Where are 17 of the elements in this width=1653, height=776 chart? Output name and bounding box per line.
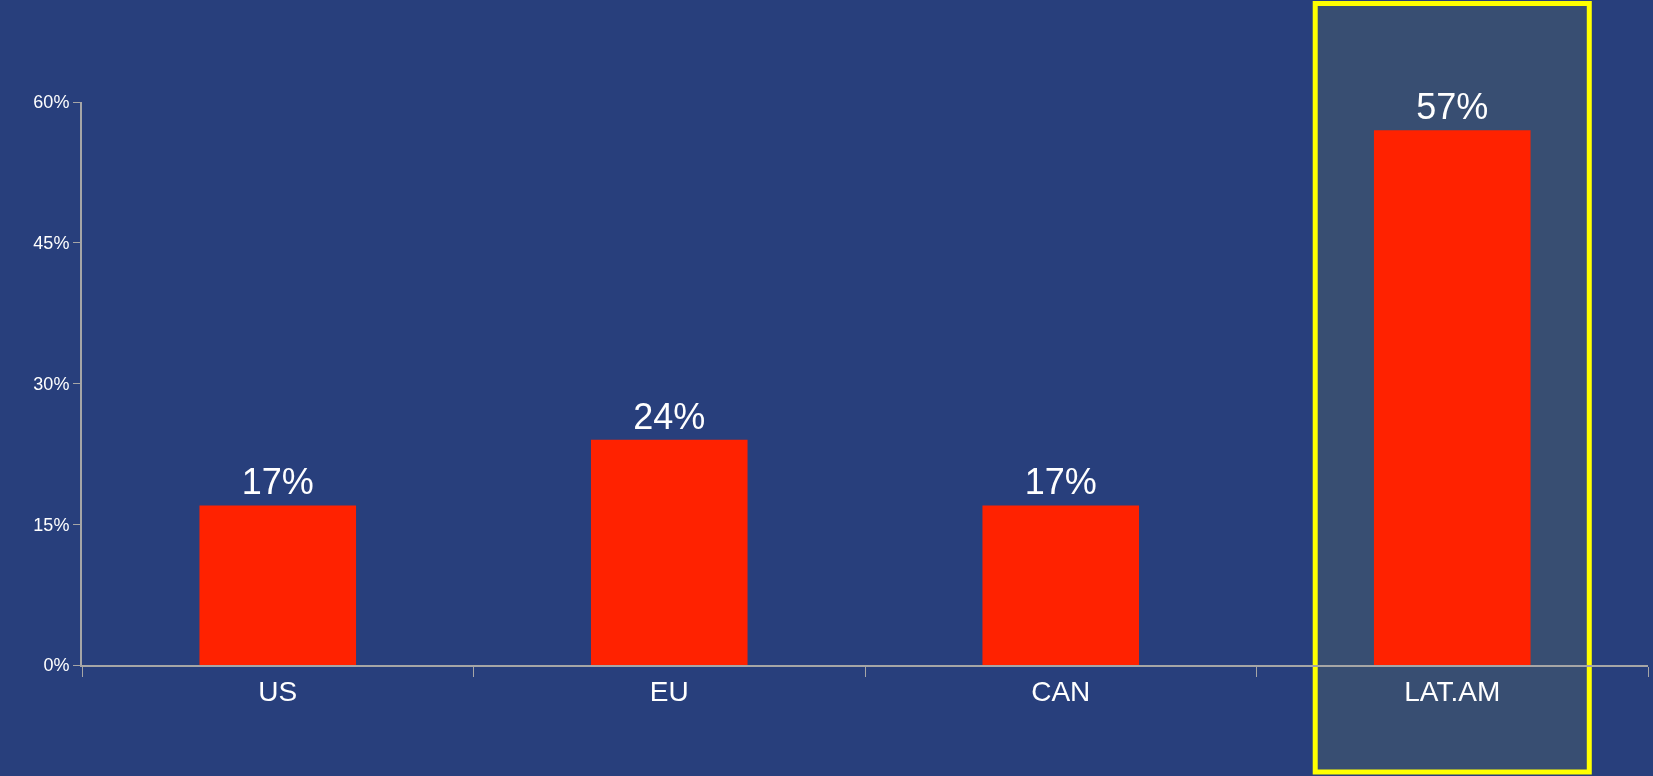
x-tick-label: EU	[649, 675, 689, 707]
y-tick-label: 15%	[33, 514, 70, 535]
bar	[590, 439, 748, 665]
bar	[982, 505, 1140, 665]
y-tick-label: 60%	[33, 92, 70, 113]
bar	[1373, 130, 1531, 665]
data-label: 17%	[1024, 461, 1097, 503]
x-tick-label: US	[258, 675, 298, 707]
data-label: 17%	[241, 461, 314, 503]
data-label: 24%	[633, 395, 706, 437]
x-tick-label: CAN	[1031, 675, 1091, 707]
x-tick-label: LAT.AM	[1404, 675, 1501, 707]
y-tick-label: 30%	[33, 373, 70, 394]
data-label: 57%	[1416, 86, 1489, 128]
y-tick-label: 45%	[33, 233, 70, 254]
bar	[199, 505, 357, 665]
y-tick-label: 0%	[43, 655, 70, 676]
